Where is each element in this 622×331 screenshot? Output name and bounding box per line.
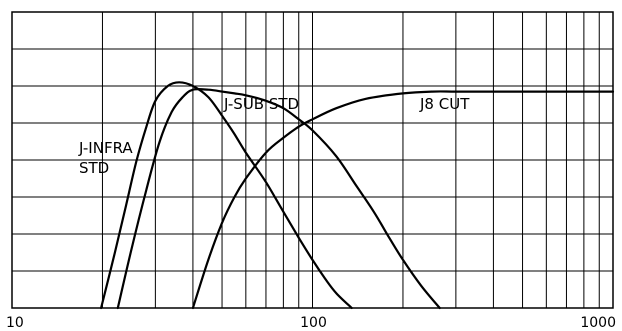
series-labels: J-INFRA STD J-SUB STD J8 CUT [78, 95, 470, 177]
series-label-line: J8 CUT [419, 95, 470, 113]
curve-j8-cut [191, 90, 615, 310]
x-tick-label: 10 [6, 315, 24, 331]
series-label-line: J-INFRA [78, 139, 133, 157]
x-tick-label: 1000 [580, 315, 616, 331]
curve-j-sub-std [116, 87, 441, 310]
curve-j-infra-std [100, 81, 353, 310]
series-label-line: STD [79, 159, 109, 177]
plot-frame [11, 11, 614, 309]
x-tick-label: 100 [300, 315, 327, 331]
series-label-j8-cut: J8 CUT [419, 95, 470, 113]
response-curves [100, 81, 615, 310]
x-tick-labels: 10 100 1000 [6, 315, 616, 331]
series-label-line: J-SUB STD [223, 95, 299, 113]
series-label-j-infra-std: J-INFRA STD [78, 139, 133, 177]
horizontal-gridlines [12, 48, 613, 272]
series-label-j-sub-std: J-SUB STD [223, 95, 299, 113]
